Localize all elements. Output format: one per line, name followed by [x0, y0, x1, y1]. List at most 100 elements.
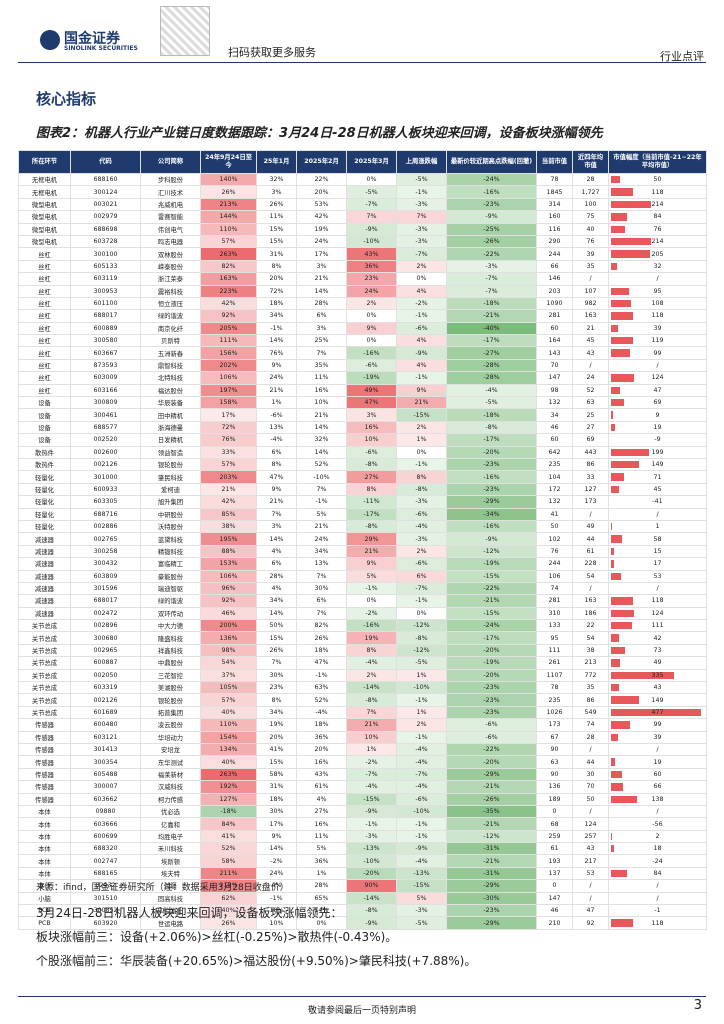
table-cell: / [608, 272, 707, 286]
table-cell: 0% [346, 594, 397, 608]
table-cell: 9% [346, 321, 397, 336]
table-cell: / [572, 358, 609, 373]
table-cell: -6% [446, 718, 537, 732]
table-cell: 259 [536, 829, 573, 844]
table-cell: 37% [200, 668, 257, 683]
cap-bar [611, 795, 638, 803]
table-cell: -1% [296, 495, 347, 509]
table-cell: 汇川技术 [140, 185, 201, 199]
table-cell: 108 [608, 296, 707, 311]
column-header: 市值幅度（当前市值-21~22年平均市值） [608, 150, 707, 174]
table-row: 微型电机 688698 伟创电气 110% 15% 19% -9% -3% -25% 116 40 7… [18, 222, 707, 236]
table-cell: 63 [536, 755, 573, 769]
table-cell: 301596 [70, 581, 141, 596]
table-cell: 144% [200, 210, 257, 224]
table-cell: -15% [396, 408, 447, 422]
table-cell: 隆盛科技 [140, 631, 201, 645]
table-cell: 2 [608, 829, 707, 844]
table-cell: 38% [200, 519, 257, 534]
table-cell: 688716 [70, 507, 141, 521]
table-cell: 1% [296, 866, 347, 881]
cell-text: 47 [653, 386, 662, 394]
table-cell: 982 [572, 296, 609, 311]
table-cell: 211% [200, 866, 257, 881]
table-cell: 173 [536, 718, 573, 732]
table-cell: 6% [296, 594, 347, 608]
table-cell: 002050 [70, 668, 141, 683]
table-cell: 46 [536, 904, 573, 918]
table-cell: 鸣志电器 [140, 234, 201, 249]
table-cell: 14% [256, 532, 297, 546]
table-cell: 86 [572, 693, 609, 707]
table-cell: 富临精工 [140, 557, 201, 571]
column-header: 所在环节 [18, 150, 71, 174]
cap-bar [611, 324, 619, 333]
table-cell: 传感器 [18, 718, 71, 732]
table-cell: 南京化纤 [140, 321, 201, 336]
cell-text: 53 [653, 572, 662, 580]
table-cell: -8% [346, 519, 397, 534]
table-cell: 4% [296, 792, 347, 806]
table-cell: -28% [446, 358, 537, 373]
table-cell: 244 [536, 247, 573, 261]
table-cell: 104 [536, 470, 573, 484]
cap-bar [611, 770, 623, 779]
table-cell: -4% [396, 780, 447, 794]
table-cell: 中研股份 [140, 507, 201, 521]
table-cell: 传感器 [18, 792, 71, 806]
table-cell: 丝杠 [18, 371, 71, 385]
table-cell: 82% [296, 619, 347, 633]
table-cell: 70 [572, 780, 609, 794]
table-row: 无框电机 300124 汇川技术 26% 3% 20% -5% -1% -16% 1845 1,72… [18, 185, 707, 199]
table-cell: 132 [536, 495, 573, 509]
table-cell: -4% [396, 519, 447, 534]
table-row: 设备 300461 田中精机 17% -6% 21% 3% -15% -18% 34 25 9 [18, 408, 707, 422]
table-cell: 本体 [18, 842, 71, 856]
table-row: 设备 688577 浙海德曼 72% 13% 14% 16% 2% -8% 46 27 19 [18, 420, 707, 435]
table-cell: 603319 [70, 680, 141, 695]
table-cell: 76% [256, 346, 297, 360]
table-cell: 31% [256, 247, 297, 261]
table-cell: -23% [446, 680, 537, 695]
table-cell: 43% [346, 247, 397, 261]
table-cell: 本体 [18, 829, 71, 844]
table-cell: 关节总成 [18, 705, 71, 720]
table-cell: 477 [608, 705, 707, 720]
page-number: 3 [693, 998, 702, 1013]
footer-text: 敬请参阅最后一页特别声明 [307, 1006, 416, 1016]
table-cell: 北特科技 [140, 371, 201, 385]
table-cell: 106 [536, 569, 573, 583]
table-cell: 22% [296, 172, 347, 187]
table-cell: 21% [346, 718, 397, 732]
table-row: 本体 688165 埃夫特 211% 24% 1% -20% -13% -31% 137 53 84 [18, 866, 707, 881]
table-cell: 42% [296, 210, 347, 224]
cell-text: -41 [652, 498, 663, 506]
table-cell: -8% [396, 482, 447, 497]
table-cell: 微型电机 [18, 210, 71, 224]
table-cell: 4% [396, 334, 447, 348]
table-cell: 147 [536, 371, 573, 385]
cell-text: 214 [651, 200, 664, 208]
cell-text: 111 [651, 622, 664, 630]
table-cell: -15% [446, 569, 537, 583]
cap-bar [611, 386, 620, 395]
table-row: 关节总成 601689 拓普集团 40% 34% -4% 7% 1% -23% 1026 549 47… [18, 705, 707, 720]
table-cell: 1845 [536, 185, 573, 199]
table-cell: 14% [296, 445, 347, 460]
table-cell: 福莱新材 [140, 767, 201, 782]
table-cell: -17% [446, 631, 537, 645]
table-row: 关节总成 002050 三花智控 37% 30% -1% 2% 1% -20% 1107 772 33… [18, 668, 707, 683]
table-cell: 传感器 [18, 742, 71, 757]
table-cell: 301510 [70, 891, 141, 906]
paragraph: 个股涨幅前三：华辰装备(+20.65%)>福达股份(+9.50%)>肇民科技(+… [36, 954, 477, 968]
table-cell: 603920 [70, 916, 141, 930]
table-cell: 71 [608, 470, 707, 484]
table-cell: 214 [608, 234, 707, 249]
table-cell: 61% [296, 780, 347, 794]
cap-bar [611, 721, 630, 729]
table-cell: 30 [572, 767, 609, 782]
table-cell: 47% [256, 470, 297, 484]
table-cell: 25 [572, 408, 609, 422]
cell-text: 39 [653, 733, 662, 741]
table-cell: 127% [200, 792, 257, 806]
